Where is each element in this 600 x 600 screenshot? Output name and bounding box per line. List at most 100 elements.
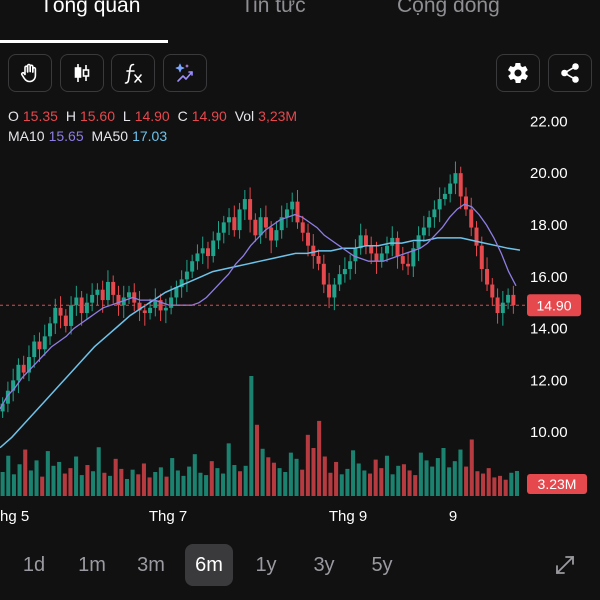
y-tick-label: 22.00 <box>530 113 568 130</box>
range-3y-button[interactable]: 3y <box>313 554 335 576</box>
volume-bar <box>17 464 22 496</box>
candle-body <box>237 209 242 231</box>
candle-body <box>485 268 490 285</box>
volume-bar <box>124 478 129 496</box>
candle-body <box>295 201 300 223</box>
candle-body <box>321 263 326 285</box>
volume-bar <box>91 471 96 496</box>
candle-body <box>506 294 511 303</box>
tab-community[interactable]: Cộng đồng <box>397 0 500 17</box>
candle-body <box>126 292 132 298</box>
volume-bar <box>198 472 203 496</box>
candle-body <box>395 237 400 257</box>
candle-body <box>342 268 347 275</box>
tab-news[interactable]: Tin tức <box>241 0 306 17</box>
drawing-tool-button[interactable] <box>8 54 52 92</box>
candle-body <box>363 235 368 246</box>
volume-bar <box>62 473 67 496</box>
time-range-selector: 1d 1m 3m 6m 1y 3y 5y <box>0 544 600 588</box>
volume-bar <box>141 463 146 496</box>
candle-body <box>153 300 158 308</box>
volume-bar <box>181 475 186 496</box>
open-value: 15.35 <box>22 108 58 124</box>
current-volume-badge <box>527 474 587 494</box>
function-icon <box>124 63 142 84</box>
candle-body <box>79 297 84 314</box>
ma10-label: MA10 <box>8 128 45 144</box>
volume-bar <box>266 457 271 496</box>
volume-bar <box>351 450 356 496</box>
volume-bar <box>68 468 73 496</box>
range-1d-button[interactable]: 1d <box>22 554 46 576</box>
volume-bar <box>367 473 373 496</box>
price-chart[interactable]: 22.0020.0018.0016.0014.0012.0010.008.001… <box>0 98 600 528</box>
candle-body <box>32 341 37 358</box>
volume-bar <box>79 475 84 496</box>
volume-bar <box>158 467 163 496</box>
candle-body <box>427 217 432 228</box>
range-6m-button[interactable]: 6m <box>185 544 233 586</box>
candle-body <box>495 297 500 314</box>
tab-overview[interactable]: Tổng quan <box>40 0 141 17</box>
chart-settings-button[interactable] <box>496 54 540 92</box>
range-5y-button[interactable]: 5y <box>371 554 393 576</box>
candle-body <box>463 196 468 210</box>
volume-bar <box>503 479 508 496</box>
volume-bar <box>317 420 322 496</box>
volume-bar <box>452 461 457 496</box>
range-1m-button[interactable]: 1m <box>78 554 106 576</box>
indicators-button[interactable] <box>111 54 155 92</box>
candle-body <box>111 281 116 295</box>
volume-bar <box>294 458 299 496</box>
candle-body <box>142 310 147 314</box>
volume-bar <box>514 470 519 496</box>
candle-body <box>21 364 26 373</box>
volume-bar <box>209 461 214 496</box>
volume-bar <box>458 449 463 496</box>
volume-bar <box>0 472 5 496</box>
volume-bar <box>40 476 45 496</box>
volume-bar <box>51 465 56 496</box>
share-button[interactable] <box>548 54 592 92</box>
volume-bar <box>384 455 389 496</box>
share-icon <box>561 63 579 83</box>
volume-bar <box>153 472 158 496</box>
volume-bar <box>221 473 226 496</box>
y-tick-label: 18.00 <box>530 217 568 234</box>
candle-body <box>290 201 295 210</box>
ma10-value: 15.65 <box>48 128 84 144</box>
candle-body <box>448 183 453 194</box>
volume-bar <box>170 458 175 496</box>
volume-bar <box>249 376 254 496</box>
expand-arrows-icon[interactable] <box>554 554 576 576</box>
candle-body <box>179 279 184 288</box>
close-value: 14.90 <box>191 108 227 124</box>
volume-bar <box>509 472 514 496</box>
candle-body <box>458 173 463 197</box>
candle-body <box>248 199 253 220</box>
volume-bar <box>237 471 243 496</box>
candle-body <box>269 227 274 241</box>
volume-bar <box>362 470 367 496</box>
candle-body <box>442 193 447 200</box>
candle-body <box>90 294 95 303</box>
high-label: H <box>65 108 76 124</box>
ohlc-legend: O 15.35 H 15.60 L 14.90 C 14.90 Vol 3,23M <box>8 108 301 124</box>
candle-body <box>116 294 121 306</box>
volume-bar <box>356 463 361 496</box>
candle-body <box>195 253 200 262</box>
ai-analysis-button[interactable] <box>163 54 207 92</box>
ai-sparkle-icon <box>175 63 193 82</box>
candle-body <box>232 217 237 231</box>
volume-bar <box>486 468 491 496</box>
range-1y-button[interactable]: 1y <box>255 554 277 576</box>
candle-body <box>211 240 216 257</box>
volume-bar <box>102 472 107 496</box>
candle-body <box>358 235 363 249</box>
candle-body <box>316 256 321 264</box>
range-3m-button[interactable]: 3m <box>137 554 165 576</box>
x-tick-label: Thg 9 <box>329 508 367 525</box>
candle-body <box>95 289 100 295</box>
chart-type-button[interactable] <box>60 54 104 92</box>
candle-body <box>253 219 258 236</box>
